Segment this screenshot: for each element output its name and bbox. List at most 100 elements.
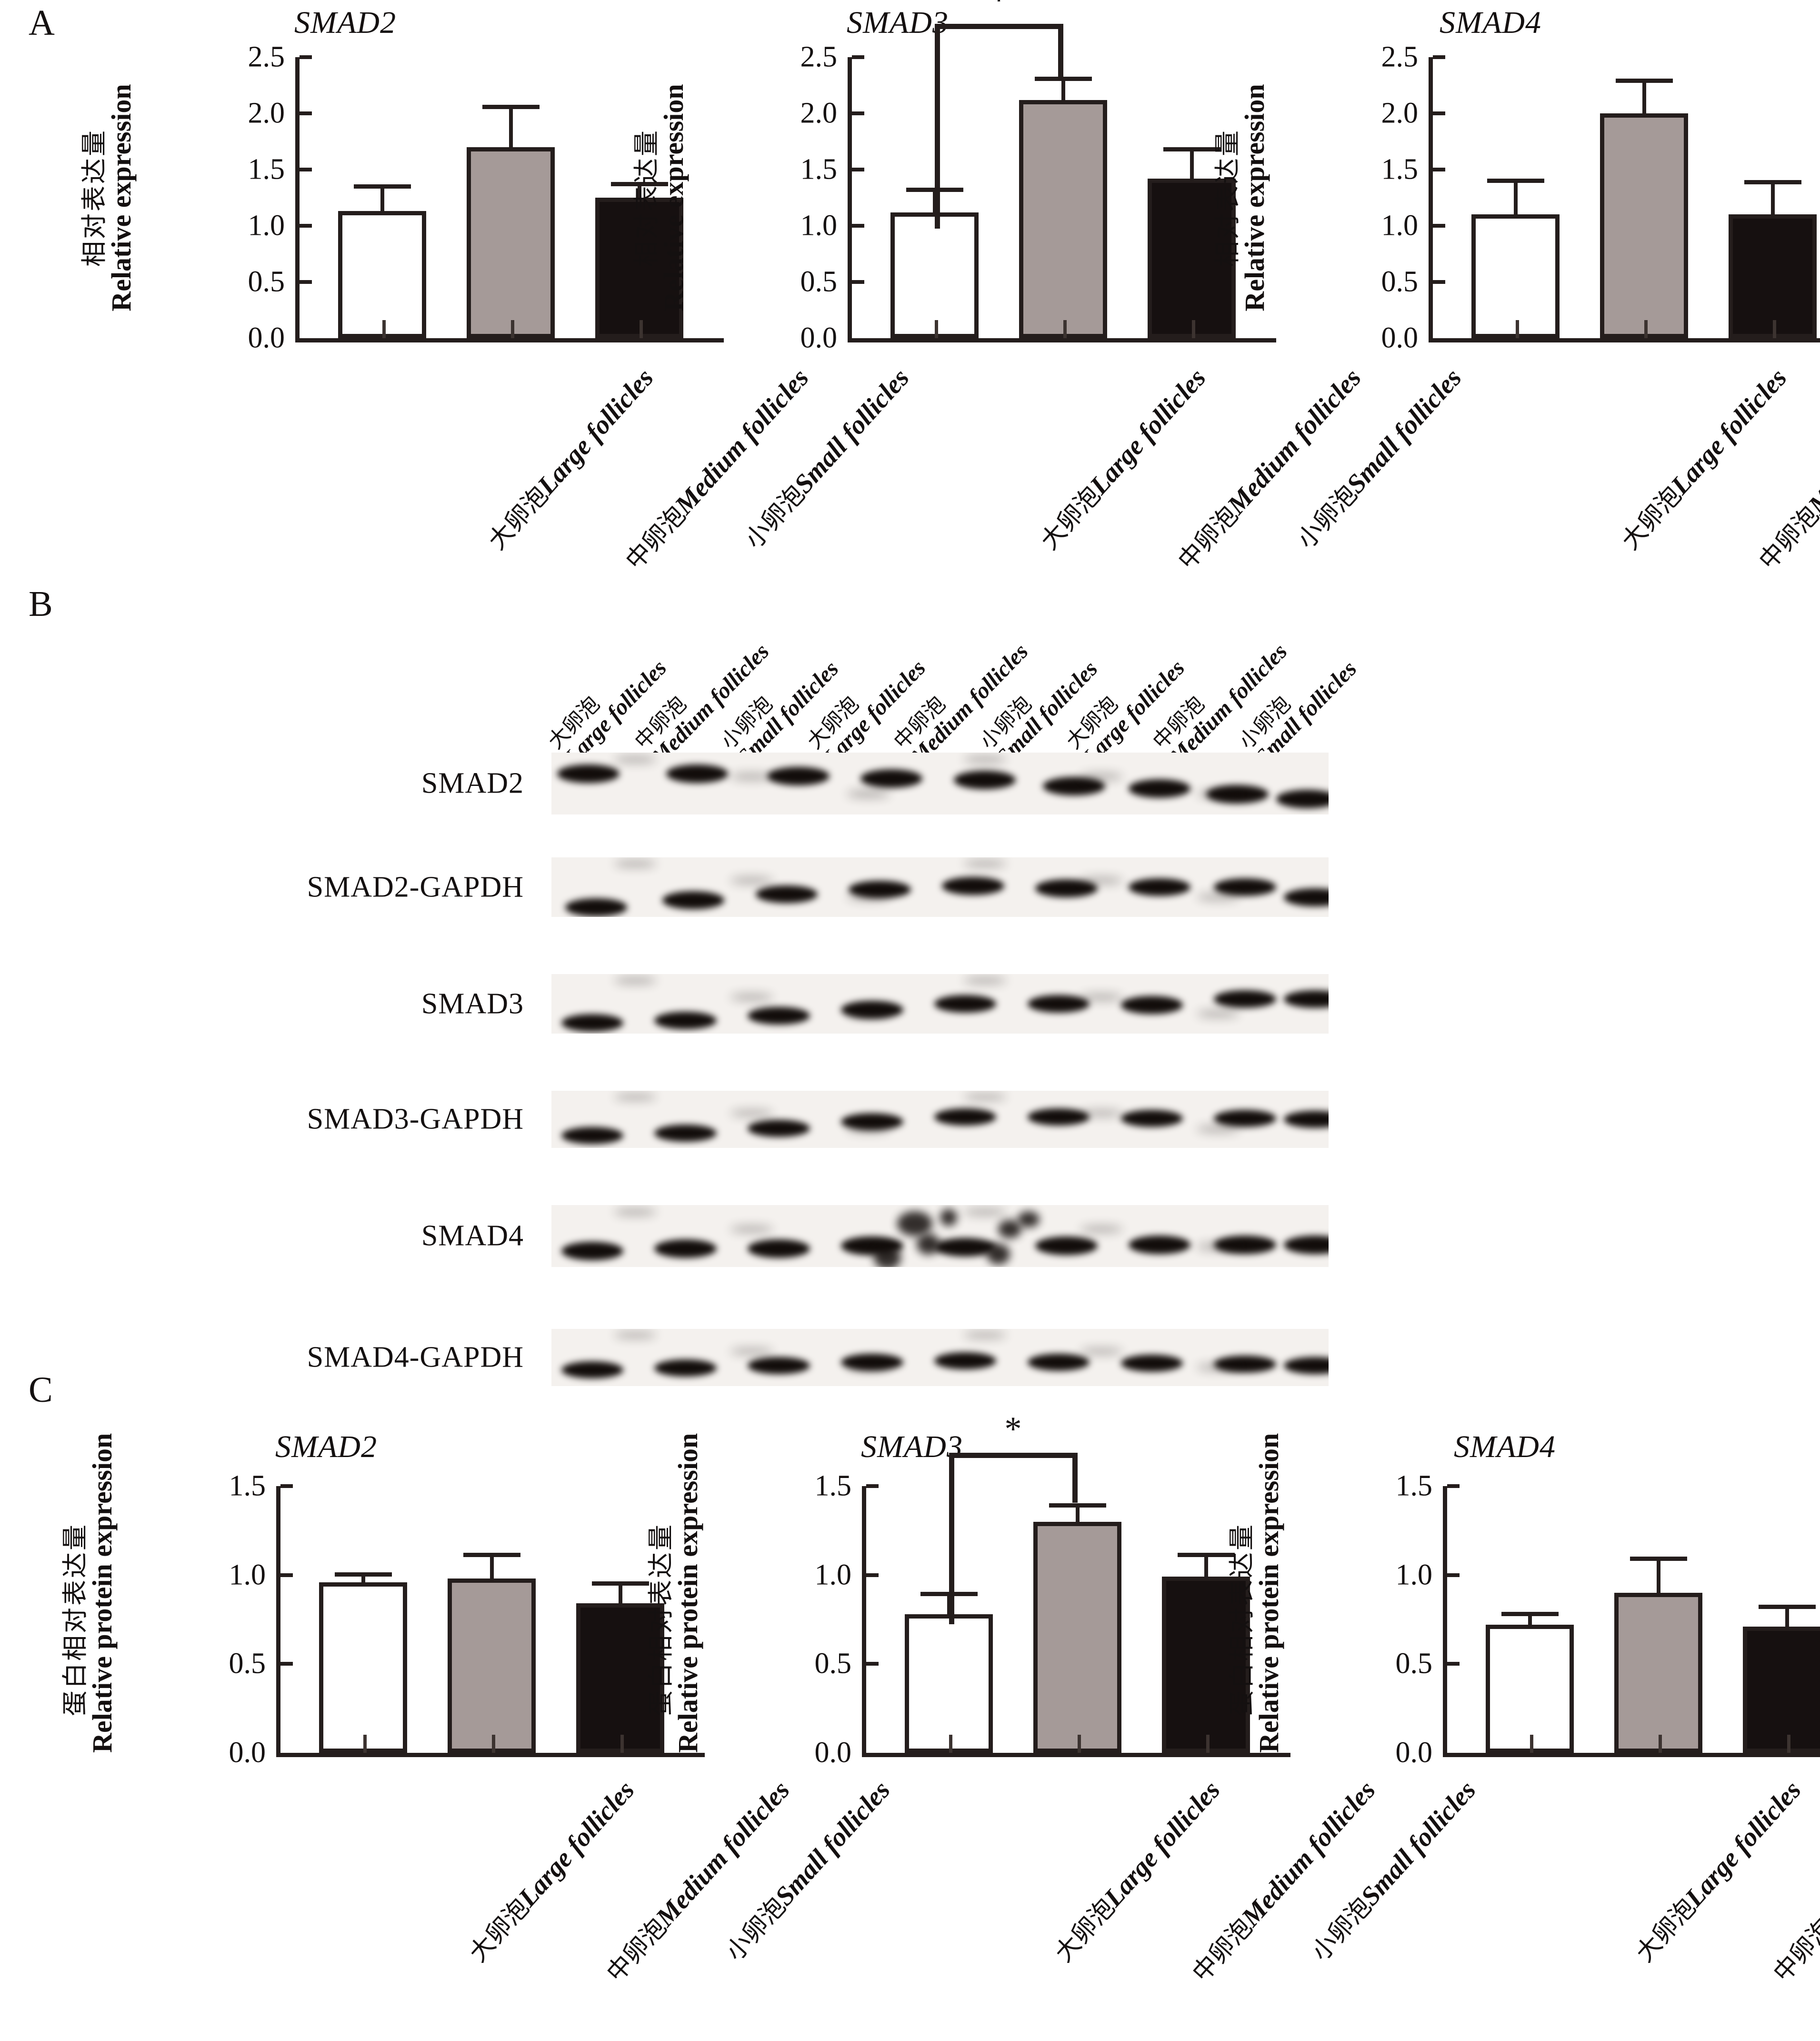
bar-small[interactable] [1162, 1577, 1250, 1753]
bar-small[interactable] [1743, 1626, 1820, 1753]
y-axis-label: 相对表达量 Relative expression [631, 57, 689, 338]
error-cap-large [1487, 179, 1544, 183]
blot-band [1027, 1353, 1090, 1371]
x-category-label-cn: 大卵泡 [482, 481, 554, 555]
y-tick-label: 0.5 [229, 1647, 266, 1680]
y-tick-label: 1.0 [1395, 1558, 1433, 1591]
x-category-label-cn: 中卵泡 [1767, 1913, 1820, 1988]
bar-medium[interactable] [1614, 1593, 1702, 1753]
x-tick [1658, 1735, 1662, 1753]
blot-band [666, 764, 729, 783]
y-tick [866, 1484, 879, 1488]
error-bar-medium [1656, 1560, 1660, 1593]
bar-large[interactable] [338, 211, 426, 338]
blot-band [654, 1011, 717, 1030]
panel-letter-b: B [29, 584, 53, 624]
blot-band [934, 1108, 997, 1126]
bracket-top-line [934, 24, 1063, 29]
error-bar-large [1528, 1616, 1532, 1625]
blot-band [748, 1239, 810, 1258]
blot-band [1206, 784, 1269, 804]
y-tick-label: 2.5 [1381, 40, 1419, 73]
plot-area: 0.0 0.5 1.0 1.5 * [815, 1412, 1290, 1769]
blot-background-noise [1196, 1243, 1240, 1250]
bar-large[interactable] [319, 1582, 407, 1753]
bar-medium[interactable] [467, 147, 555, 338]
y-tick [1433, 224, 1445, 228]
error-cap-small [1744, 180, 1801, 184]
blot-band [561, 1361, 624, 1379]
blot-band-artifact [998, 1220, 1022, 1239]
x-tick [1644, 320, 1648, 338]
blot-strip-smad3 [551, 974, 1329, 1034]
blot-band [1284, 888, 1329, 906]
plot-area: 0.0 0.5 1.0 1.5 [229, 1470, 705, 1769]
blot-band [561, 1014, 624, 1032]
bar-large[interactable] [905, 1614, 993, 1753]
x-category-label-en: Large follicles [1084, 363, 1212, 501]
bar-medium[interactable] [1019, 100, 1107, 338]
blot-band [1027, 1108, 1090, 1126]
blot-background-noise [1080, 773, 1123, 781]
x-category-label-en: Medium follicles [1802, 363, 1820, 520]
y-tick [1447, 1573, 1460, 1577]
blot-band [1120, 1355, 1183, 1372]
bar-large[interactable] [1486, 1625, 1574, 1753]
bar-medium[interactable] [1033, 1521, 1121, 1753]
error-cap-large [353, 184, 411, 189]
bar-small[interactable] [1729, 214, 1817, 338]
error-cap-medium [482, 104, 540, 109]
blot-band [953, 770, 1016, 789]
bar-medium[interactable] [448, 1579, 536, 1753]
chart-title: SMAD2 [294, 5, 396, 40]
x-tick [949, 1735, 952, 1753]
error-bar-large [361, 1577, 365, 1582]
x-category-label-large: 大卵泡Large follicles [1030, 360, 1212, 556]
error-bar-small [637, 186, 641, 198]
y-tick [1447, 1662, 1460, 1666]
bar-large[interactable] [890, 212, 979, 338]
panel-letter-c: C [29, 1370, 53, 1410]
blot-background-noise [1080, 877, 1123, 885]
y-axis-line [848, 57, 852, 338]
blot-row-label-smad4: SMAD4 [421, 1219, 524, 1252]
error-cap-small [1758, 1604, 1816, 1609]
y-tick [866, 1662, 879, 1666]
blot-band [1120, 1109, 1183, 1127]
blot-band [662, 891, 725, 909]
y-tick-label: 0.5 [1381, 265, 1419, 298]
error-cap-medium [1049, 1503, 1106, 1508]
x-tick [491, 1735, 495, 1753]
error-cap-large [1501, 1611, 1559, 1616]
y-tick-label: 1.5 [1395, 1469, 1433, 1502]
blot-row-label-smad3: SMAD3 [421, 987, 524, 1020]
y-axis-line [295, 57, 300, 338]
blot-band [934, 1237, 997, 1257]
x-category-label-cn: 小卵泡 [1306, 1892, 1377, 1967]
blot-background-noise [613, 1208, 657, 1216]
bracket-right-line [1058, 24, 1063, 79]
blot-band [1284, 990, 1329, 1008]
blot-band [561, 1241, 624, 1260]
blot-background-noise [1196, 894, 1240, 901]
y-axis-label-en: Relative expression [106, 84, 137, 312]
y-tick-label: 1.5 [800, 153, 838, 186]
x-category-label-cn: 中卵泡 [1186, 1913, 1258, 1988]
y-tick-label: 2.0 [248, 97, 285, 130]
y-axis-label-cn: 相对表达量 [1212, 129, 1242, 267]
bar-small[interactable] [576, 1603, 664, 1753]
blot-band [1214, 1109, 1276, 1127]
blot-band [654, 1239, 717, 1258]
x-category-label-en: Large follicles [1679, 1775, 1807, 1913]
bar-medium[interactable] [1600, 113, 1688, 338]
bracket-top-line [949, 1453, 1078, 1458]
bar-large[interactable] [1471, 214, 1560, 338]
x-category-label-large: 大卵泡Large follicles [1626, 1772, 1808, 1968]
x-category-label-en: Large follicles [512, 1775, 640, 1913]
blot-band [934, 1352, 997, 1370]
blot-background-noise [730, 994, 774, 1001]
blot-band [561, 1126, 624, 1144]
blot-band [654, 1124, 717, 1142]
chart-panel-a-smad2: SMAD2 相对表达量 Relative expression 0.0 0.5 1.0 1.… [71, 5, 915, 575]
blot-background-noise [847, 1126, 890, 1133]
